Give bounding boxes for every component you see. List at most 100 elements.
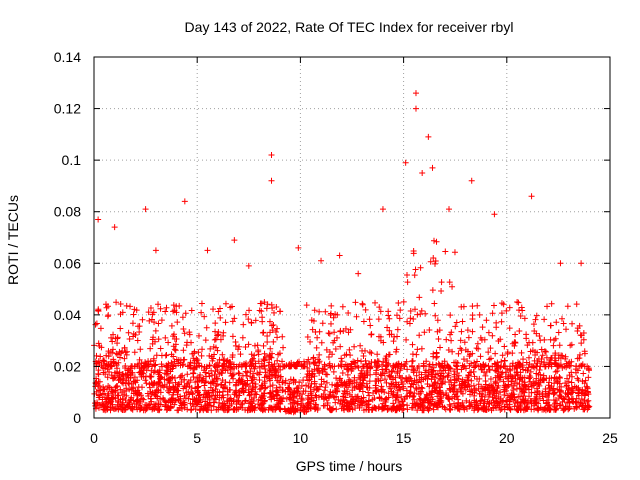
data-point [146, 317, 153, 324]
data-point [325, 362, 332, 369]
data-point [136, 329, 143, 336]
y-tick-label: 0.08 [54, 204, 81, 220]
data-point [323, 379, 330, 386]
data-point [467, 391, 474, 398]
data-point [492, 379, 499, 386]
data-point [552, 335, 559, 342]
data-point [195, 332, 202, 339]
data-point [312, 359, 319, 366]
data-point [262, 354, 269, 361]
data-point [432, 260, 439, 267]
data-point [109, 338, 116, 345]
data-point [308, 380, 315, 387]
data-point [556, 402, 563, 409]
data-point [117, 300, 124, 307]
data-point [287, 400, 294, 407]
data-point [517, 375, 524, 382]
data-point [134, 337, 141, 344]
data-point [453, 393, 460, 400]
data-point [344, 362, 351, 369]
data-point [552, 396, 559, 403]
data-point [554, 363, 561, 370]
data-point [348, 401, 355, 408]
data-point [92, 321, 99, 328]
data-point [437, 389, 444, 396]
data-point [433, 354, 440, 361]
data-point [417, 390, 424, 397]
data-point [209, 357, 216, 364]
data-point [150, 380, 157, 387]
data-point [277, 374, 284, 381]
data-point [265, 362, 272, 369]
data-point [435, 360, 442, 367]
data-point [404, 366, 411, 373]
data-point [481, 336, 488, 343]
data-point [266, 318, 273, 325]
data-point [581, 348, 588, 355]
data-point [398, 402, 405, 409]
data-point [251, 342, 258, 349]
data-point [137, 346, 144, 353]
data-point [569, 320, 576, 327]
data-point [198, 377, 205, 384]
data-point [498, 405, 505, 412]
data-point [220, 402, 227, 409]
data-point [196, 362, 203, 369]
data-point [477, 334, 484, 341]
data-point [333, 375, 340, 382]
data-point [557, 374, 564, 381]
data-point [173, 303, 180, 310]
data-point [487, 376, 494, 383]
data-point [281, 405, 288, 412]
data-point [376, 304, 383, 311]
data-point [137, 398, 144, 405]
data-point [152, 361, 159, 368]
data-point [228, 372, 235, 379]
data-point [268, 151, 275, 158]
data-point [483, 317, 490, 324]
data-point [250, 394, 257, 401]
data-point [135, 323, 142, 330]
data-point [549, 387, 556, 394]
data-point [95, 308, 102, 315]
data-point [393, 348, 400, 355]
data-point [439, 403, 446, 410]
data-point [429, 164, 436, 171]
data-point [320, 366, 327, 373]
data-point [397, 367, 404, 374]
data-point [474, 358, 481, 365]
data-point [316, 308, 323, 315]
data-point [449, 283, 456, 290]
data-point [446, 379, 453, 386]
data-point [306, 376, 313, 383]
data-point [377, 308, 384, 315]
data-point [321, 387, 328, 394]
data-point [147, 345, 154, 352]
data-point [136, 356, 143, 363]
data-point [113, 361, 120, 368]
data-point [358, 367, 365, 374]
data-point [443, 389, 450, 396]
data-point [249, 361, 256, 368]
data-point [565, 385, 572, 392]
data-point [121, 345, 128, 352]
data-point [513, 369, 520, 376]
data-point [239, 400, 246, 407]
data-point [171, 401, 178, 408]
data-point [374, 357, 381, 364]
data-point [274, 357, 281, 364]
data-point [139, 316, 146, 323]
data-point [261, 357, 268, 364]
y-tick-label: 0.02 [54, 358, 81, 374]
data-point [416, 332, 423, 339]
data-point [126, 401, 133, 408]
data-point [489, 332, 496, 339]
data-point [268, 301, 275, 308]
data-point [213, 382, 220, 389]
data-point [530, 321, 537, 328]
data-point [183, 342, 190, 349]
data-point [478, 390, 485, 397]
data-point [426, 383, 433, 390]
data-point [501, 403, 508, 410]
data-point [252, 381, 259, 388]
